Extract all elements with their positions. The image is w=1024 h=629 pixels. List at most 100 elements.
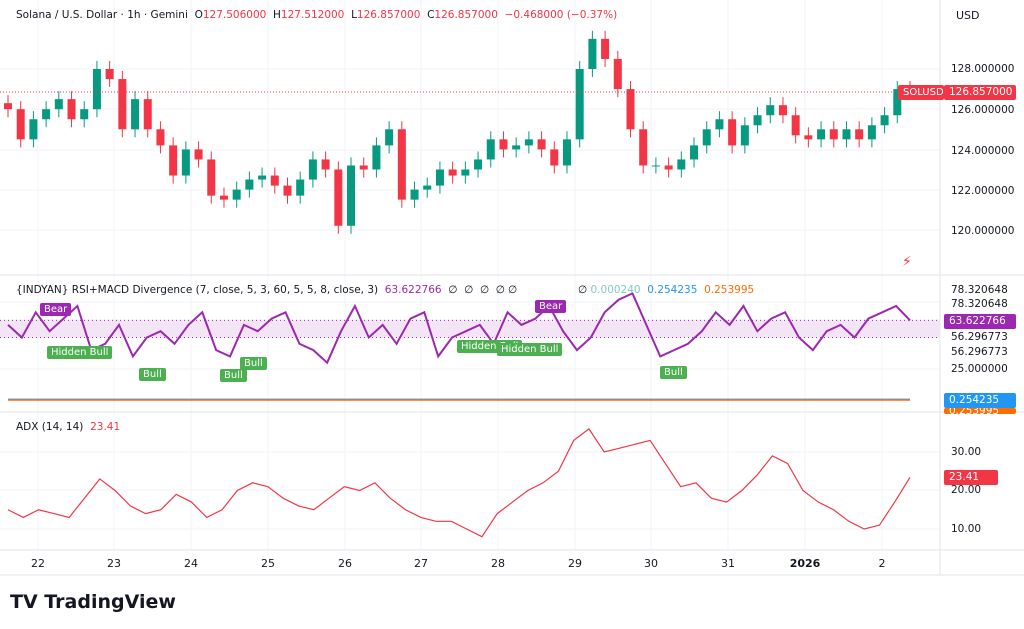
candle-body <box>347 165 356 226</box>
candle-body <box>842 129 851 140</box>
adx-line <box>7 428 911 538</box>
candle-body <box>435 169 444 186</box>
open-label: O <box>194 9 203 21</box>
date-tick: 23 <box>107 557 121 570</box>
bear-marker: Bear <box>40 303 72 316</box>
candle-body <box>474 159 483 170</box>
tradingview-logo[interactable]: 𝗧𝗩 TradingView <box>10 591 176 613</box>
candle-body <box>690 145 699 160</box>
low-label: L <box>351 9 357 21</box>
price-tick: 124.000000 <box>951 145 1015 157</box>
candle-body <box>715 119 724 130</box>
candle-body <box>677 159 686 170</box>
candle-body <box>537 139 546 150</box>
candle-body <box>626 89 635 130</box>
date-tick: 25 <box>261 557 275 570</box>
candle-body <box>169 145 178 176</box>
candle-body <box>42 109 51 120</box>
close-value: 126.857000 <box>434 9 498 21</box>
candle-body <box>410 189 419 200</box>
adx-tick: 20.00 <box>951 484 982 496</box>
candle-body <box>664 165 673 170</box>
candle-body <box>105 69 114 80</box>
candle-body <box>92 69 101 110</box>
candle-body <box>321 159 330 170</box>
adx-value: 23.41 <box>90 421 121 433</box>
candle-body <box>334 169 343 226</box>
candle-body <box>397 129 406 200</box>
date-tick: 2026 <box>789 557 821 570</box>
candle-body <box>308 159 317 180</box>
date-tick: 29 <box>568 557 582 570</box>
candle-body <box>613 58 622 90</box>
adx-legend: ADX (14, 14) 23.41 <box>16 421 120 433</box>
last-price-tag: 126.857000 <box>944 85 1016 100</box>
candle-body <box>181 149 190 176</box>
rsi-value: 63.622766 <box>384 284 442 296</box>
adx-tick: 30.00 <box>951 446 982 458</box>
rsi-title: {INDYAN} RSI+MACD Divergence (7, close, … <box>16 284 379 296</box>
rsi-last-tag: 63.622766 <box>944 314 1016 329</box>
na-value: ∅ <box>495 284 505 296</box>
candle-body <box>219 195 228 200</box>
change-value: −0.468000 (−0.37%) <box>504 9 618 21</box>
bear-marker: Bear <box>535 300 567 313</box>
candle-body <box>651 165 660 167</box>
candle-body <box>588 38 597 69</box>
candle-body <box>118 79 127 130</box>
candle-body <box>639 129 648 166</box>
candle-body <box>283 185 292 196</box>
date-tick: 27 <box>414 557 428 570</box>
candle-body <box>194 149 203 160</box>
bull-marker: Bull <box>660 366 687 379</box>
candle-body <box>817 129 826 140</box>
candle-body <box>562 139 571 166</box>
adx-title: ADX (14, 14) <box>16 421 84 433</box>
candle-body <box>359 165 368 170</box>
tv-icon: 𝗧𝗩 <box>10 591 38 613</box>
date-tick: 2 <box>878 557 886 570</box>
high-value: 127.512000 <box>280 9 345 21</box>
macd-legend: ∅ 0.000240 0.254235 0.253995 <box>578 284 754 296</box>
rsi-line <box>7 292 911 365</box>
candle-body <box>829 129 838 140</box>
symbol-tag: SOLUSD <box>898 85 944 100</box>
currency-button[interactable]: USD <box>956 9 980 22</box>
bull-marker: Bull <box>139 368 166 381</box>
price-tick: 126.000000 <box>951 104 1015 116</box>
candle-body <box>880 115 889 126</box>
na-value: ∅ <box>508 284 518 296</box>
low-value: 126.857000 <box>356 9 421 21</box>
candle-body <box>575 69 584 140</box>
na-value: ∅ <box>448 284 458 296</box>
candle-body <box>54 99 63 110</box>
candle-body <box>867 125 876 140</box>
candle-body <box>893 89 902 116</box>
lightning-icon[interactable]: ⚡ <box>902 254 912 270</box>
date-tick: 26 <box>338 557 352 570</box>
candle-body <box>4 103 12 110</box>
adx-tick: 10.00 <box>951 523 982 535</box>
candle-body <box>486 139 495 160</box>
rsi-tick: 78.320648 <box>951 298 1008 310</box>
price-tick: 128.000000 <box>951 63 1015 75</box>
candle-body <box>80 109 89 120</box>
date-tick: 30 <box>644 557 658 570</box>
price-tick: 120.000000 <box>951 225 1015 237</box>
candle-body <box>728 119 737 146</box>
rsi-tick: 56.296773 <box>951 346 1008 358</box>
signal-value: 0.253995 <box>704 284 755 296</box>
rsi-tick: 25.000000 <box>951 363 1008 375</box>
candle-body <box>29 119 38 140</box>
candle-body <box>245 179 254 190</box>
candle-body <box>372 145 381 170</box>
candle-body <box>524 139 533 146</box>
candle-body <box>448 169 457 176</box>
candle-body <box>131 99 140 130</box>
candle-body <box>778 105 787 116</box>
candle-body <box>512 145 521 150</box>
rsi-legend: {INDYAN} RSI+MACD Divergence (7, close, … <box>16 284 505 296</box>
candle-body <box>156 129 165 146</box>
candle-body <box>601 38 610 59</box>
